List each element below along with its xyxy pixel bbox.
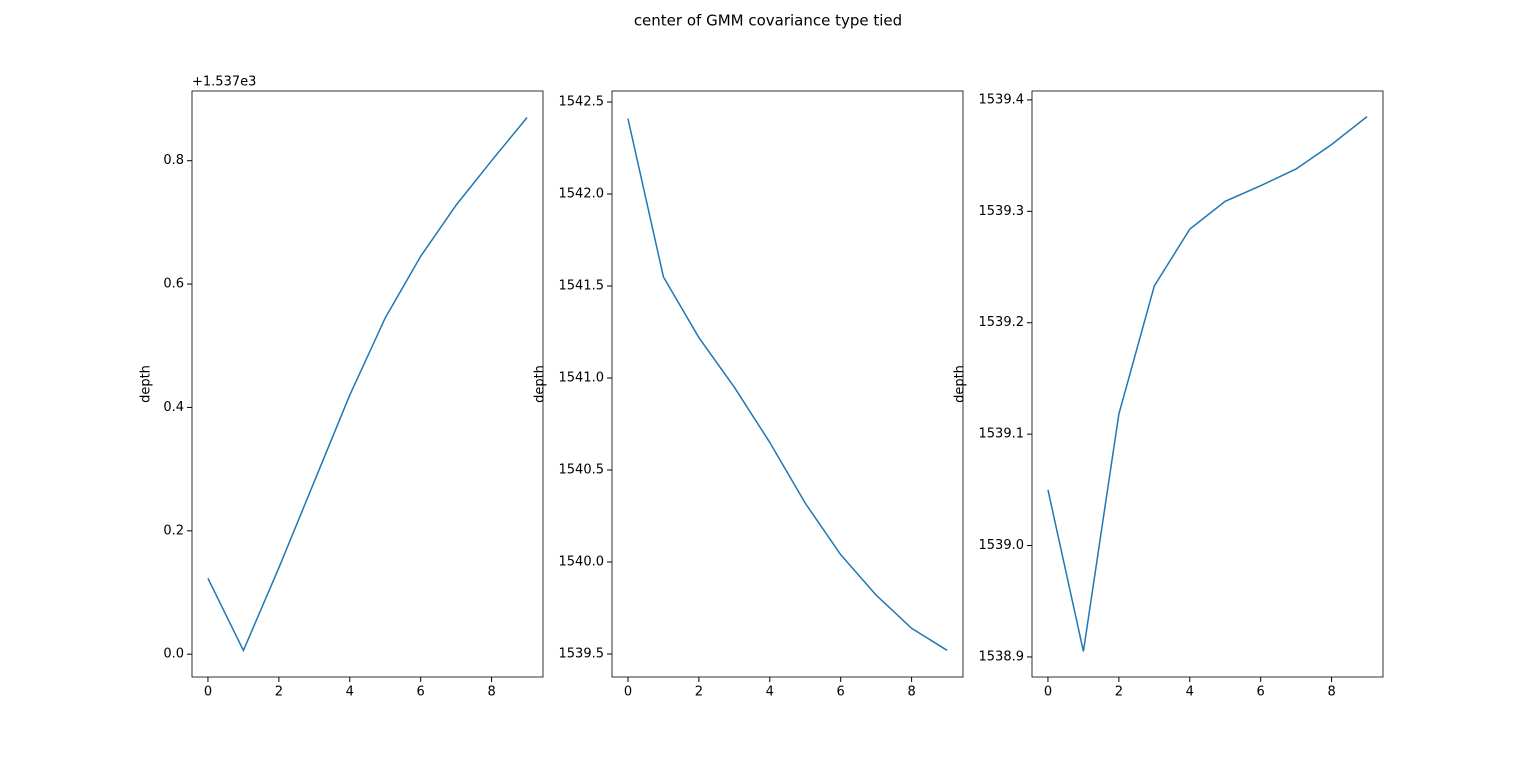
x-tick-label: 8 bbox=[1327, 685, 1335, 700]
x-tick-label: 0 bbox=[204, 685, 212, 700]
y-tick-label: 1540.5 bbox=[559, 463, 605, 478]
y-tick-label: 0.8 bbox=[163, 153, 184, 168]
y-tick-label: 1538.9 bbox=[979, 649, 1025, 664]
line bbox=[207, 117, 528, 653]
y-tick-label: 0.4 bbox=[163, 400, 184, 415]
axes-frame bbox=[1031, 90, 1384, 678]
x-tick-label: 4 bbox=[346, 685, 354, 700]
x-tick-label: 6 bbox=[417, 685, 425, 700]
y-tick-label: 0.6 bbox=[163, 277, 184, 292]
y-axis-label: depth bbox=[953, 365, 968, 403]
x-tick-label: 0 bbox=[1044, 685, 1052, 700]
axes-frame bbox=[611, 90, 964, 678]
line bbox=[1047, 116, 1368, 652]
figure-title: center of GMM covariance type tied bbox=[634, 12, 902, 30]
y-tick-label: 1539.1 bbox=[979, 427, 1025, 442]
y-tick-label: 0.0 bbox=[163, 647, 184, 662]
x-tick-label: 8 bbox=[907, 685, 915, 700]
y-tick-label: 1539.4 bbox=[979, 92, 1025, 107]
x-tick-label: 4 bbox=[766, 685, 774, 700]
axes-frame bbox=[191, 90, 544, 678]
line bbox=[627, 118, 948, 651]
y-tick-label: 1539.0 bbox=[979, 538, 1025, 553]
y-axis-label: depth bbox=[139, 365, 154, 403]
y-tick-label: 1539.3 bbox=[979, 204, 1025, 219]
y-tick-label: 0.2 bbox=[163, 523, 184, 538]
x-tick-label: 2 bbox=[275, 685, 283, 700]
y-tick-label: 1539.5 bbox=[559, 647, 605, 662]
y-tick-label: 1542.0 bbox=[559, 187, 605, 202]
y-tick-label: 1539.2 bbox=[979, 315, 1025, 330]
x-tick-label: 8 bbox=[487, 685, 495, 700]
x-tick-label: 6 bbox=[1257, 685, 1265, 700]
y-axis-label: depth bbox=[533, 365, 548, 403]
y-tick-label: 1541.5 bbox=[559, 279, 605, 294]
y-tick-label: 1540.0 bbox=[559, 555, 605, 570]
x-tick-label: 2 bbox=[695, 685, 703, 700]
offset-text: +1.537e3 bbox=[192, 75, 256, 90]
x-tick-label: 0 bbox=[624, 685, 632, 700]
x-tick-label: 6 bbox=[837, 685, 845, 700]
y-tick-label: 1541.0 bbox=[559, 371, 605, 386]
x-tick-label: 2 bbox=[1115, 685, 1123, 700]
x-tick-label: 4 bbox=[1186, 685, 1194, 700]
y-tick-label: 1542.5 bbox=[559, 95, 605, 110]
